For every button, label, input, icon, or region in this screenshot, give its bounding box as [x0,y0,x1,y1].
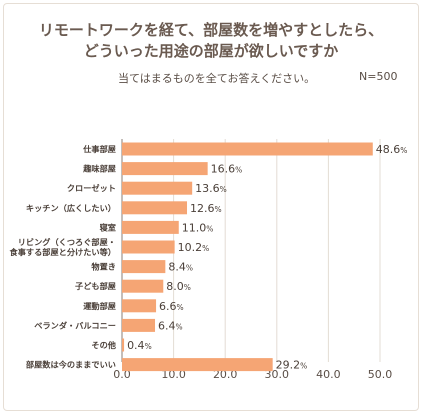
category-label: 趣味部屋 [82,164,116,174]
category-label: リビング（くつろぐ部屋・食事する部屋と分けたい等） [10,237,116,257]
category-label: 子ども部屋 [75,281,116,291]
category-label: ベランダ・バルコニー [34,320,116,330]
x-tick-label: 20.0 [213,368,238,381]
chart-title-line-1: リモートワークを経て、部屋数を増やすとしたら、 [38,21,384,39]
chart-title-line-2: どういった用途の部屋が欲しいですか [83,42,339,60]
category-label: 寝室 [100,222,116,232]
chart-subtitle: 当てはまるものを全てお答えください。 [118,72,316,85]
bar [122,299,157,313]
value-label: 0.4% [127,339,152,352]
value-label: 8.0% [166,280,191,293]
chart-frame [3,3,419,411]
bar [122,220,179,234]
bar [122,260,166,274]
category-label: 仕事部屋 [82,144,116,154]
bar [122,318,156,332]
value-label: 11.0% [182,221,214,234]
value-label: 6.4% [158,319,183,332]
x-tick-label: 40.0 [316,368,341,381]
chart-title: リモートワークを経て、部屋数を増やすとしたら、 どういった用途の部屋が欲しいです… [0,20,422,62]
value-label: 16.6% [211,163,243,176]
x-tick-label: 10.0 [161,368,186,381]
value-label: 48.6% [376,143,408,156]
category-label: その他 [91,340,116,350]
value-label: 13.6% [195,182,227,195]
value-label: 12.6% [190,202,222,215]
value-label: 29.2% [276,359,308,372]
bar [122,358,273,372]
bar [122,142,373,156]
value-label: 10.2% [178,241,210,254]
bar [122,338,125,352]
bar [122,162,208,176]
bar [122,240,175,254]
value-label: 6.6% [159,300,184,313]
sample-size-label: N=500 [359,70,398,83]
bar [122,201,188,215]
x-tick-label: 0.0 [113,368,131,381]
x-tick-label: 50.0 [368,368,393,381]
value-label: 8.4% [168,261,193,274]
category-label: クローゼット [67,183,116,193]
category-label: 部屋数は今のままでいい [26,360,116,370]
category-label: 物置き [91,262,116,272]
x-tick-label: 30.0 [265,368,290,381]
category-label: 運動部屋 [83,301,116,311]
bar [122,181,193,195]
category-label: キッチン（広くしたい） [26,203,116,213]
bar [122,279,164,293]
